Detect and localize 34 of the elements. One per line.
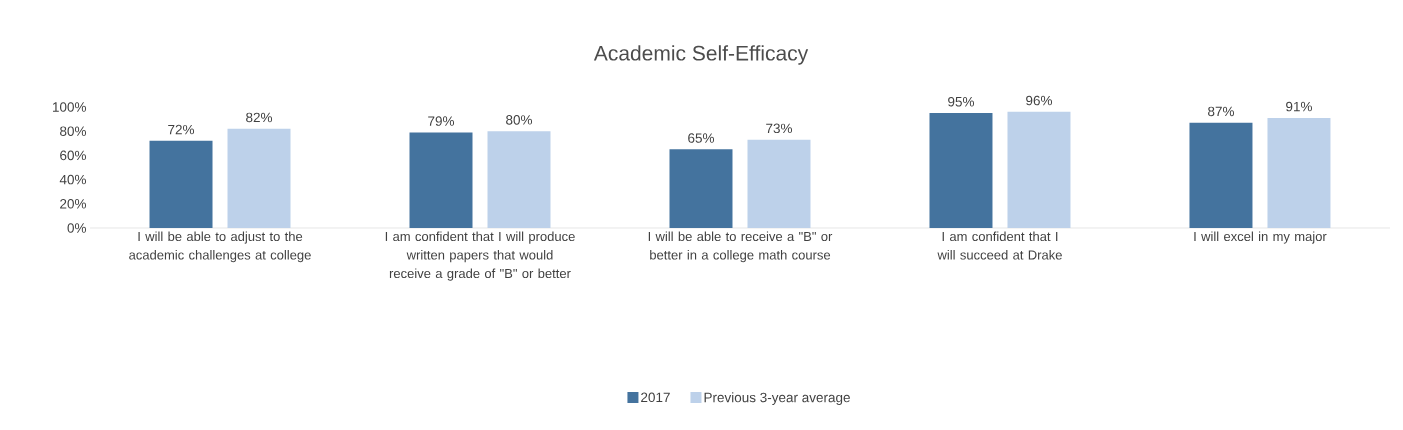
x-tick-label: I am confident that I will succeed at Drake <box>937 231 1062 260</box>
bar <box>487 131 551 228</box>
bar <box>409 132 473 228</box>
data-label: 96% <box>1026 95 1053 106</box>
y-tick-label: 0% <box>67 223 87 233</box>
y-tick-label: 100% <box>52 102 86 112</box>
y-tick-label: 60% <box>60 150 86 161</box>
bar <box>149 140 213 228</box>
y-tick-label: 20% <box>60 199 86 209</box>
data-label: 79% <box>428 116 455 126</box>
bar <box>1007 111 1071 228</box>
legend-label: 2017 <box>641 392 670 403</box>
x-tick-label: I will be able to receive a "B" or better in a college math course <box>648 231 833 263</box>
chart-title: Academic Self-Efficacy <box>593 45 809 65</box>
x-tick-label: I am confident that I will produce written papers that would receive a grade of "B" or better <box>385 231 575 281</box>
data-label: 91% <box>1286 101 1312 112</box>
x-tick-label: I will excel in my major <box>1194 231 1327 244</box>
bar <box>227 128 291 228</box>
y-tick-label: 80% <box>60 126 86 136</box>
data-label: 82% <box>246 112 273 123</box>
bar <box>1189 122 1253 228</box>
bar <box>669 149 733 228</box>
data-label: 72% <box>168 124 195 135</box>
x-tick-label: I will be able to adjust to the academic challenges at college <box>129 231 311 263</box>
bar <box>747 139 811 228</box>
bar <box>1267 117 1331 228</box>
data-label: 65% <box>688 133 715 143</box>
data-label: 95% <box>948 96 975 107</box>
y-tick-label: 40% <box>59 174 86 185</box>
bar <box>929 113 993 228</box>
data-label: 80% <box>506 115 533 125</box>
data-label: 73% <box>766 123 793 134</box>
data-label: 87% <box>1208 106 1234 117</box>
legend-label: Previous 3-year average <box>704 392 850 405</box>
